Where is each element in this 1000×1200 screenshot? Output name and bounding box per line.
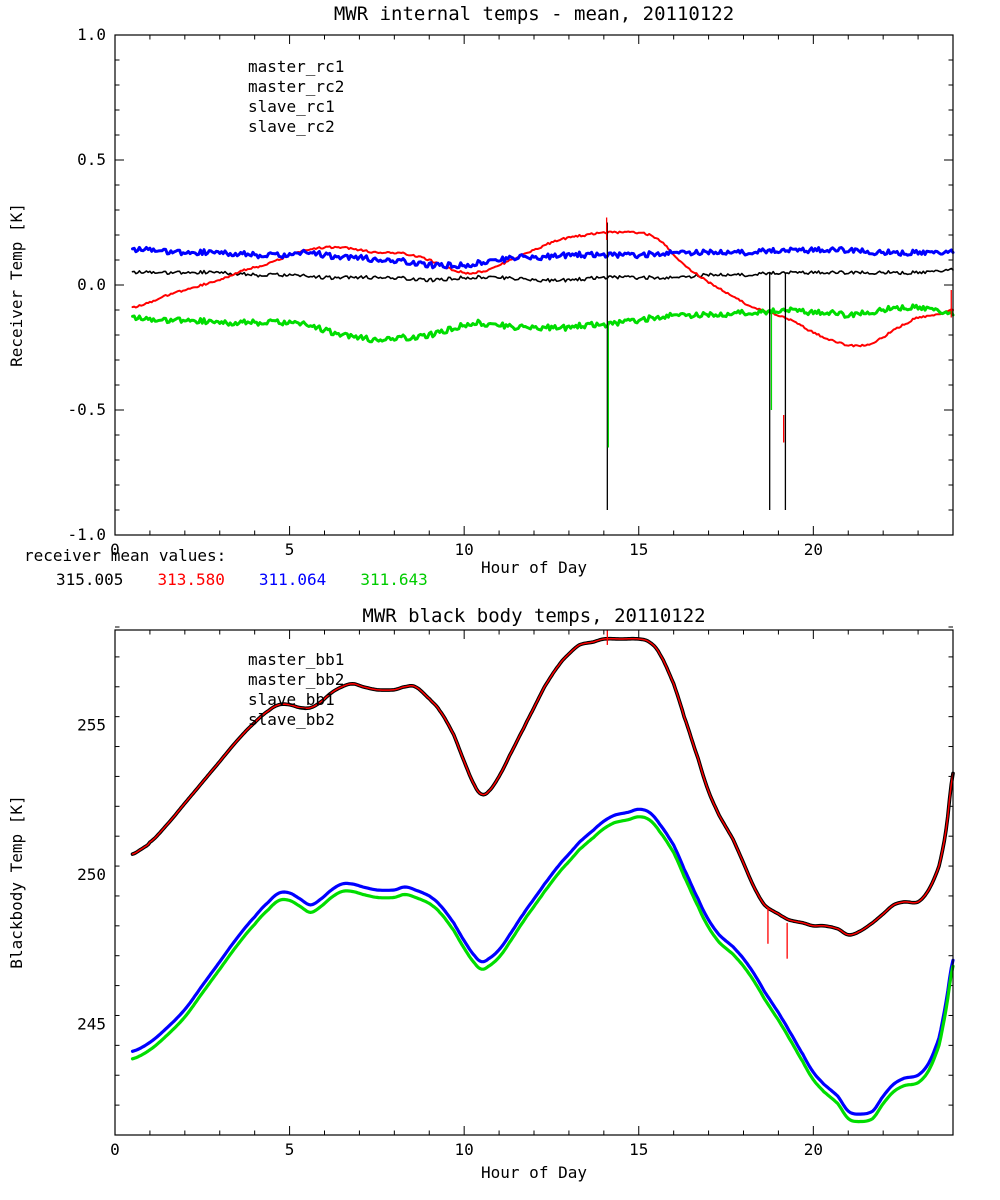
receiver-mean-values-label: receiver mean values: [24,546,227,565]
x-tick-label: 15 [629,1140,648,1159]
legend-slave_rc1: slave_rc1 [248,97,335,116]
legend-slave_rc2: slave_rc2 [248,117,335,136]
slave_bb1-line [130,807,955,1116]
plot-box [114,629,954,1136]
top-chart-ylabel: Receiver Temp [K] [7,203,26,367]
mean-value-master-rc2: 313.580 [157,570,225,589]
top-chart-title: MWR internal temps - mean, 20110122 [334,3,734,25]
plot-area: 0 5 10 15 20 -1.0 -0.5 0.0 0.5 1.0 master_rc1maste… [67,25,955,559]
slave_rc1-line [131,245,955,270]
legend-master_rc2: master_rc2 [248,77,344,96]
slave_rc2-line [131,303,955,344]
master_rc2-line [131,230,954,348]
mean-value-master-rc1: 315.005 [56,570,124,589]
legend-master_bb2: master_bb2 [248,670,344,689]
x-tick-label: 10 [455,540,474,559]
x-tick-label: 15 [629,540,648,559]
legend-slave_bb2: slave_bb2 [248,710,335,729]
blackbody-temp-chart: MWR black body temps, 20110122 Hour of D… [7,605,955,1182]
x-tick-label: 0 [110,1140,120,1159]
y-tick-label: 255 [77,716,106,735]
legend-slave_bb1: slave_bb1 [248,690,335,709]
mean-value-slave-rc1: 311.064 [258,570,327,589]
receiver-temp-chart: MWR internal temps - mean, 20110122 Hour… [7,3,955,577]
x-tick-label: 20 [804,1140,823,1159]
bottom-chart-ylabel: Blackbody Temp [K] [7,795,26,968]
bottom-chart-title: MWR black body temps, 20110122 [362,605,705,627]
master_rc1-line [131,267,954,283]
y-tick-label: 1.0 [77,25,106,44]
y-tick-label: 245 [77,1014,106,1033]
x-tick-label: 20 [804,540,823,559]
receiver-mean-values: receiver mean values: 315.005 313.580 31… [24,546,428,589]
y-tick-label: 0.5 [77,150,106,169]
x-tick-label: 10 [455,1140,474,1159]
plot-box [114,34,954,536]
legend-master_rc1: master_rc1 [248,57,344,76]
y-tick-label: 0.0 [77,275,106,294]
bottom-chart-xlabel: Hour of Day [481,1163,587,1182]
x-tick-label: 5 [285,1140,295,1159]
y-tick-label: -0.5 [67,400,106,419]
y-tick-label: 250 [77,865,106,884]
x-tick-label: 5 [285,540,295,559]
x-tick-label: 0 [110,540,120,559]
plot-area: 0 5 10 15 20245250255master_bb1master_bb2sla… [77,626,955,1159]
master_bb2-line [131,637,954,936]
slave_bb2-line [130,815,955,1124]
receiver-mean-values-row: 315.005 313.580 311.064 311.643 [56,570,428,589]
mean-value-slave-rc2: 311.643 [360,570,428,589]
legend-master_bb1: master_bb1 [248,650,344,669]
y-tick-label: -1.0 [67,525,106,544]
top-chart-xlabel: Hour of Day [481,558,587,577]
